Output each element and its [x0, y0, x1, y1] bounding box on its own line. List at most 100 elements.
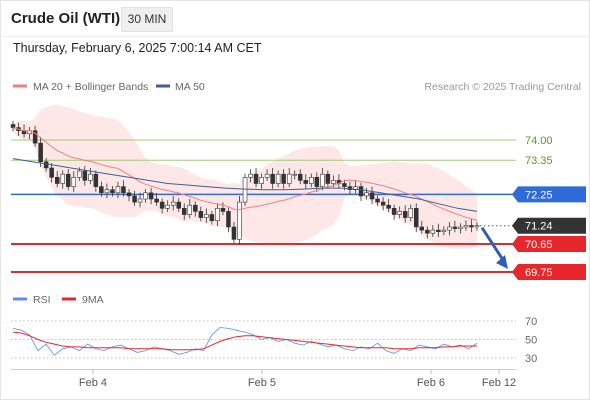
candle-body: [110, 189, 115, 194]
candle-body: [193, 204, 198, 212]
rsi-legend-label: RSI: [33, 294, 51, 306]
candle-body: [402, 211, 408, 218]
candle-body: [303, 180, 308, 184]
timeframe-button[interactable]: 30 MIN: [121, 7, 173, 32]
candle-body: [320, 173, 325, 187]
price-level-label-1: 73.35: [525, 155, 553, 167]
candle-body: [397, 211, 402, 215]
candle-body: [204, 214, 209, 218]
ma9-legend-label: 9MA: [82, 294, 104, 306]
candle-body: [43, 161, 49, 169]
rsi-series-9ma-line: [12, 331, 477, 351]
candle-body: [242, 177, 248, 203]
legend-ma50-swatch: [156, 84, 170, 88]
candle-body: [10, 124, 16, 128]
x-axis: Feb 4 Feb 5 Feb 6 Feb 12: [79, 369, 516, 389]
candle-body: [154, 198, 159, 203]
candle-body: [331, 180, 336, 184]
candle-body: [413, 208, 419, 228]
candle-body: [314, 177, 320, 187]
candle-body: [292, 173, 297, 176]
candle-body: [176, 201, 182, 209]
ma50-line: [12, 158, 478, 212]
candle-body: [325, 173, 331, 184]
moving-averages: [12, 127, 478, 221]
candle-body: [60, 173, 65, 184]
candle-body: [209, 214, 215, 221]
rsi-panel: 70 50 30: [11, 316, 537, 365]
candle-body: [198, 211, 204, 218]
x-tick-label: Feb 5: [248, 377, 276, 389]
candle-body: [137, 198, 143, 203]
candle-body: [104, 189, 110, 194]
price-level-tag: [512, 217, 586, 234]
rsi-level-label: 50: [525, 335, 537, 347]
x-tick-label: Feb 4: [79, 377, 107, 389]
rsi-series-rsi-line: [12, 327, 478, 356]
candle-body: [408, 208, 413, 218]
price-level-label-3: 71.24: [525, 221, 553, 233]
chart-datetime: Thursday, February 6, 2025 7:00:14 AM CE…: [13, 41, 262, 55]
candle-body: [77, 170, 82, 178]
candle-body: [364, 192, 369, 197]
price-levels: [11, 139, 516, 273]
candle-body: [88, 173, 93, 181]
candle-body: [309, 177, 314, 184]
candle-body: [93, 173, 99, 187]
candle-body: [419, 226, 424, 231]
price-level-tag-bg: [516, 152, 586, 169]
legend-ma50-label: MA 50: [175, 81, 205, 93]
legend-ma20-swatch: [13, 84, 27, 88]
candle-body: [380, 201, 386, 206]
candle-body: [281, 173, 286, 184]
candle-body: [430, 229, 436, 234]
candle-body: [215, 208, 220, 222]
x-tick-label: Feb 6: [417, 377, 445, 389]
rsi-legend-swatch: [13, 297, 27, 301]
rsi-level-label: 70: [525, 316, 537, 328]
price-level-labels: 74.00 73.35 72.25 71.24 70.65 69.75: [512, 132, 586, 280]
candle-body: [115, 186, 121, 194]
candle-body: [342, 183, 347, 187]
forecast-arrow: [480, 226, 508, 269]
candle-body: [264, 173, 270, 178]
candle-body: [66, 173, 71, 187]
candle-body: [275, 173, 281, 184]
candle-body: [358, 186, 364, 197]
candle-body: [469, 225, 474, 228]
rsi-level-label: 30: [525, 353, 537, 365]
candle-body: [425, 229, 430, 234]
candle-body: [126, 192, 132, 197]
forecast-arrow-shaft: [480, 226, 507, 264]
candle-body: [259, 177, 264, 184]
candle-body: [248, 173, 253, 178]
ma9-legend-swatch: [62, 297, 76, 301]
candle-body: [82, 170, 88, 181]
candle-body: [375, 198, 380, 203]
candle-body: [132, 195, 137, 203]
candle-body: [237, 201, 242, 240]
candle-body: [297, 173, 303, 181]
candle-body: [286, 173, 292, 184]
price-level-tag: [512, 186, 586, 203]
candle-body: [270, 173, 275, 184]
candle-body: [391, 208, 397, 215]
candle-body: [121, 186, 126, 194]
candle-body: [32, 130, 38, 144]
candle-body: [458, 226, 463, 229]
candle-body: [165, 204, 170, 209]
price-level-tag: [512, 236, 586, 253]
header-bar: Crude Oil (WTI) 30 MIN: [0, 0, 590, 37]
candle-body: [148, 192, 154, 200]
candle-body: [386, 204, 391, 209]
price-level-tag: [512, 264, 586, 280]
bollinger-bands: [13, 104, 477, 249]
candle-body: [447, 226, 452, 231]
ma20-line: [12, 127, 478, 221]
candle-body: [171, 201, 176, 206]
candle-body: [441, 229, 447, 233]
price-level-label-4: 70.65: [525, 239, 553, 251]
price-level-label-0: 74.00: [525, 135, 553, 147]
instrument-title: Crude Oil (WTI): [11, 10, 121, 27]
